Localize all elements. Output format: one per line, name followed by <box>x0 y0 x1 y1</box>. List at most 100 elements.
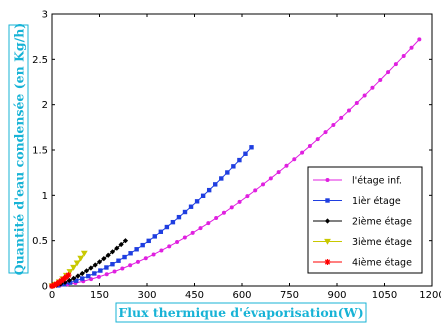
data-point <box>88 265 94 271</box>
x-tick-label: 600 <box>232 290 251 301</box>
data-point <box>116 258 121 263</box>
data-point <box>96 274 101 279</box>
data-point <box>101 256 107 262</box>
data-point <box>393 62 398 67</box>
data-point <box>104 265 109 270</box>
data-point <box>245 194 250 199</box>
data-point <box>268 176 273 181</box>
data-point <box>417 37 422 42</box>
data-point <box>71 275 77 281</box>
data-point <box>346 108 351 113</box>
y-tick-label: 1.5 <box>32 146 48 157</box>
series <box>50 37 422 288</box>
data-point <box>339 115 344 120</box>
data-point <box>401 53 406 58</box>
series-line <box>51 146 252 287</box>
data-point <box>158 229 164 234</box>
data-point <box>128 263 133 268</box>
legend-label: 3ième étage <box>352 237 412 248</box>
data-point <box>324 259 331 265</box>
data-point <box>315 137 320 142</box>
data-point <box>80 250 88 257</box>
data-point <box>70 264 77 271</box>
y-axis-title-box <box>8 24 29 274</box>
data-point <box>237 199 242 204</box>
data-point <box>324 218 331 224</box>
x-tick-label: 750 <box>280 290 299 301</box>
data-point <box>122 254 127 260</box>
data-point <box>140 242 145 248</box>
data-point <box>51 282 58 289</box>
data-point <box>66 277 72 284</box>
data-point <box>135 259 140 264</box>
data-point <box>284 163 289 168</box>
data-point <box>128 251 133 256</box>
data-point <box>249 145 254 150</box>
data-point <box>194 199 200 204</box>
data-point <box>75 273 81 279</box>
data-point <box>98 268 103 273</box>
data-point <box>170 219 176 225</box>
data-point <box>118 241 124 248</box>
data-point <box>362 93 367 98</box>
y-axis: 0 0.5 1 1.5 2 2.5 3 <box>32 10 432 293</box>
x-axis-title: Flux thermique d'évaporisation(W) <box>118 305 363 320</box>
data-point <box>49 283 55 289</box>
data-point <box>73 260 81 267</box>
x-tick-label: 900 <box>327 290 346 301</box>
data-point <box>176 214 182 220</box>
legend-entry: 3ième étage <box>313 237 412 248</box>
legend-label: 1ièr étage <box>352 196 401 207</box>
data-point <box>96 259 103 265</box>
data-point <box>231 164 236 169</box>
data-point <box>276 170 281 175</box>
y-tick-label: 0.5 <box>32 236 48 247</box>
data-point <box>200 193 206 198</box>
data-point <box>229 205 234 210</box>
legend-entry: 4ième étage <box>313 258 412 269</box>
data-point <box>292 157 297 162</box>
data-point <box>146 238 151 244</box>
series-layer <box>48 37 422 290</box>
x-axis-title-box <box>115 302 367 323</box>
data-point <box>164 224 170 230</box>
data-point <box>323 130 328 135</box>
data-point <box>159 248 164 253</box>
data-point <box>67 280 73 285</box>
data-point <box>143 256 148 261</box>
y-tick-label: 2 <box>42 100 48 111</box>
legend: l'étage inf. 1ièr étage 2ième étage 3ième é… <box>307 166 423 274</box>
data-point <box>182 235 187 240</box>
data-point <box>66 269 74 275</box>
legend-entries: l'étage inf. 1ièr étage 2ième étage 3ième é… <box>313 176 412 269</box>
data-point <box>77 255 85 262</box>
data-point <box>225 170 230 175</box>
legend-label: l'étage inf. <box>352 176 402 187</box>
data-point <box>188 204 194 209</box>
data-point <box>213 182 218 187</box>
data-point <box>206 187 212 193</box>
data-point <box>151 252 156 257</box>
data-point <box>324 238 331 245</box>
data-point <box>331 123 336 128</box>
data-point <box>61 282 67 287</box>
data-point <box>206 221 211 226</box>
data-point <box>134 247 139 252</box>
data-point <box>182 209 188 215</box>
y-tick-label: 1 <box>42 191 48 202</box>
data-point <box>190 230 195 235</box>
data-point <box>120 266 125 271</box>
data-point <box>214 216 219 221</box>
data-point <box>152 234 157 239</box>
data-point <box>409 45 414 50</box>
data-point <box>300 150 305 155</box>
legend-label: 4ième étage <box>352 258 412 269</box>
data-point <box>73 278 79 283</box>
y-tick-label: 3 <box>42 10 48 21</box>
data-point <box>261 182 266 187</box>
data-point <box>219 176 224 181</box>
data-point <box>237 157 242 163</box>
